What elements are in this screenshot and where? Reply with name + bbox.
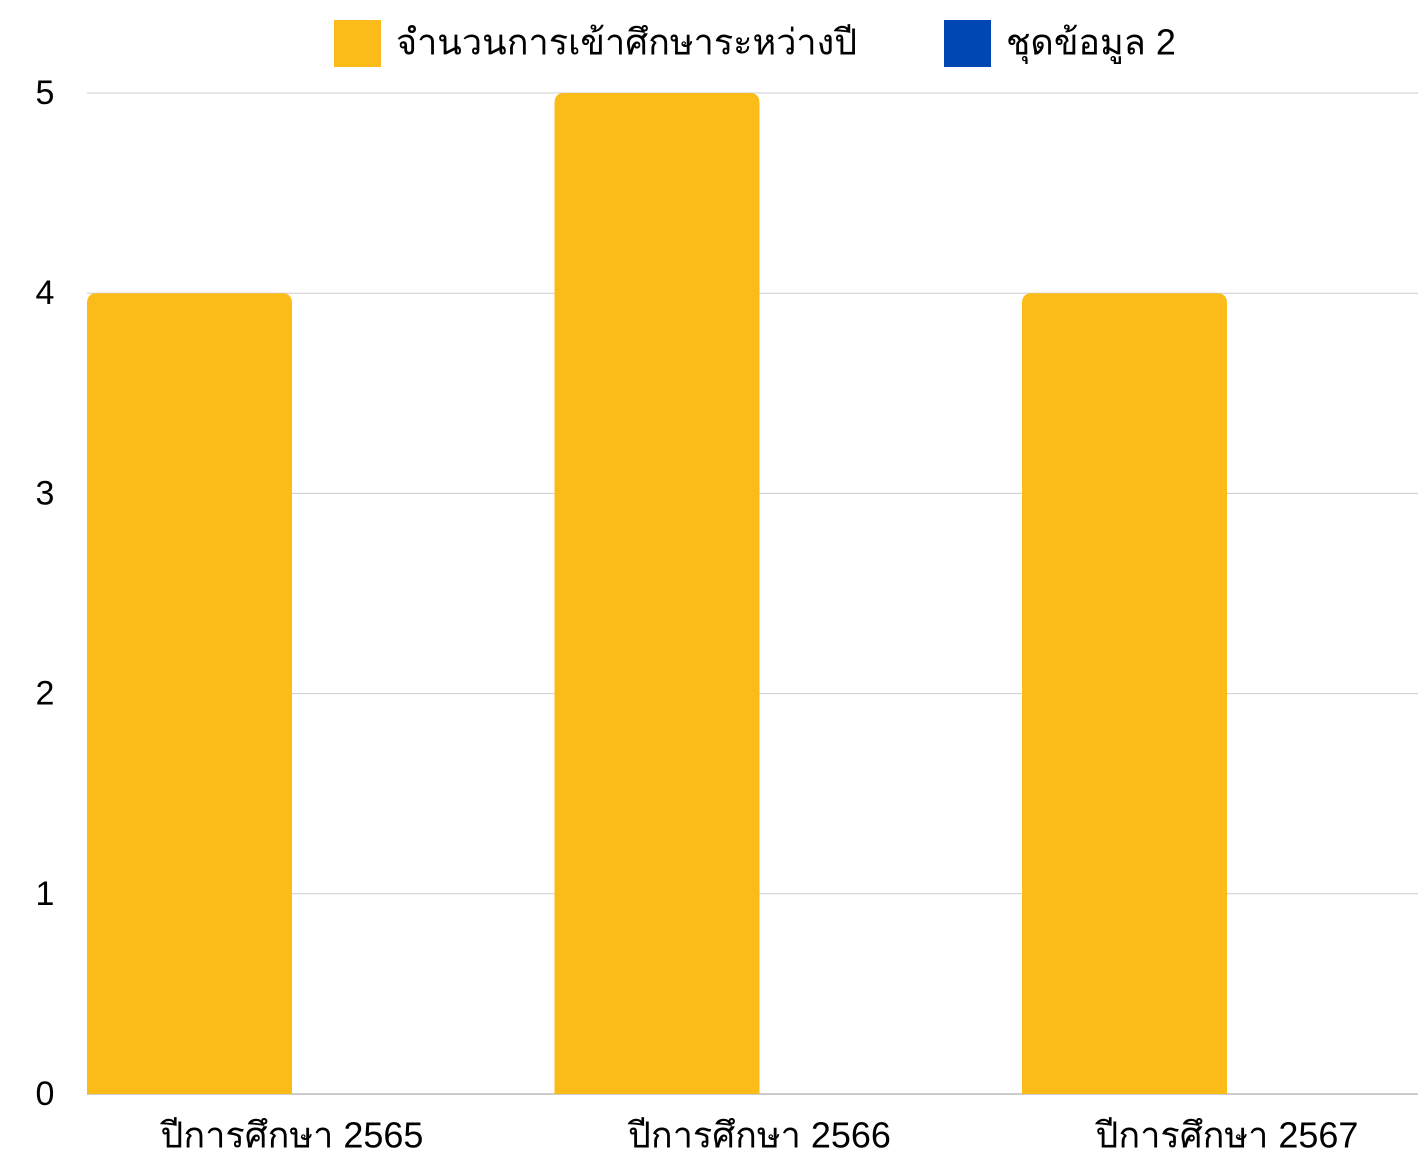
legend-label: ชุดข้อมูล 2 xyxy=(1006,22,1176,65)
y-tick-label: 0 xyxy=(36,1075,55,1113)
legend-swatch xyxy=(944,20,991,67)
y-tick-label: 4 xyxy=(36,274,55,312)
bar xyxy=(87,293,292,1094)
bar xyxy=(554,93,760,1094)
bar xyxy=(1022,293,1227,1094)
x-tick-label: ปีการศึกษา 2565 xyxy=(160,1115,424,1156)
y-tick-label: 2 xyxy=(36,675,55,713)
y-tick-label: 5 xyxy=(36,74,55,112)
y-tick-label: 3 xyxy=(36,474,55,512)
y-tick-label: 1 xyxy=(36,875,55,913)
legend-label: จำนวนการเข้าศึกษาระหว่างปี xyxy=(396,22,857,63)
x-tick-label: ปีการศึกษา 2566 xyxy=(627,1115,891,1156)
x-tick-label: ปีการศึกษา 2567 xyxy=(1095,1115,1359,1156)
legend-swatch xyxy=(334,20,381,67)
